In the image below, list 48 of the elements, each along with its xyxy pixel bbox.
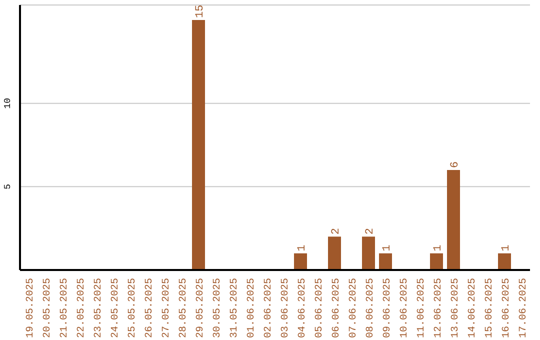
data-label: 1 xyxy=(296,244,308,252)
x-tick-label: 21.05.2025 xyxy=(60,278,70,338)
bar xyxy=(379,253,392,270)
y-tick-label: 5 xyxy=(3,184,13,190)
bar xyxy=(498,253,511,270)
data-label: 1 xyxy=(432,244,444,252)
bar xyxy=(294,253,307,270)
data-label: 6 xyxy=(450,161,462,168)
x-tick-label: 04.06.2025 xyxy=(298,278,308,338)
data-label: 1 xyxy=(382,244,394,252)
data-label: 1 xyxy=(500,244,512,252)
x-tick-label: 08.06.2025 xyxy=(366,278,376,338)
bar xyxy=(447,170,460,270)
bar xyxy=(192,20,205,270)
x-tick-label: 03.06.2025 xyxy=(280,278,292,338)
x-tick-label: 10.06.2025 xyxy=(400,278,410,338)
bar xyxy=(362,236,375,270)
x-tick-label: 17.06.2025 xyxy=(518,278,530,338)
x-tick-label: 23.05.2025 xyxy=(94,278,104,338)
x-tick-label: 29.05.2025 xyxy=(196,278,206,338)
x-tick-label: 09.06.2025 xyxy=(382,278,394,338)
x-tick-label: 24.05.2025 xyxy=(110,278,122,338)
x-tick-label: 15.06.2025 xyxy=(484,278,496,338)
x-tick-label: 31.05.2025 xyxy=(230,278,240,338)
x-tick-label: 02.06.2025 xyxy=(264,278,274,338)
x-tick-label: 30.05.2025 xyxy=(212,278,224,338)
x-tick-label: 19.05.2025 xyxy=(26,278,36,338)
x-tick-label: 20.05.2025 xyxy=(42,278,54,338)
data-label: 2 xyxy=(364,228,376,235)
x-tick-label: 11.06.2025 xyxy=(416,278,428,338)
x-tick-label: 12.06.2025 xyxy=(434,278,444,338)
x-tick-label: 13.06.2025 xyxy=(450,278,462,338)
data-label: 2 xyxy=(330,228,342,235)
bar xyxy=(328,236,341,270)
x-tick-label: 27.05.2025 xyxy=(162,278,172,338)
x-tick-label: 22.05.2025 xyxy=(76,278,88,338)
x-tick-label: 07.06.2025 xyxy=(348,278,360,338)
bar xyxy=(430,253,443,270)
x-tick-label: 01.06.2025 xyxy=(246,278,258,338)
x-tick-label: 14.06.2025 xyxy=(468,278,478,338)
y-tick-label: 10 xyxy=(3,98,13,109)
x-tick-label: 05.06.2025 xyxy=(314,278,326,338)
x-tick-label: 26.05.2025 xyxy=(144,278,156,338)
data-label: 15 xyxy=(194,4,206,18)
x-tick-label: 06.06.2025 xyxy=(332,278,342,338)
x-tick-label: 28.05.2025 xyxy=(178,278,190,338)
x-tick-label: 16.06.2025 xyxy=(502,278,512,338)
x-tick-label: 25.05.2025 xyxy=(128,278,138,338)
